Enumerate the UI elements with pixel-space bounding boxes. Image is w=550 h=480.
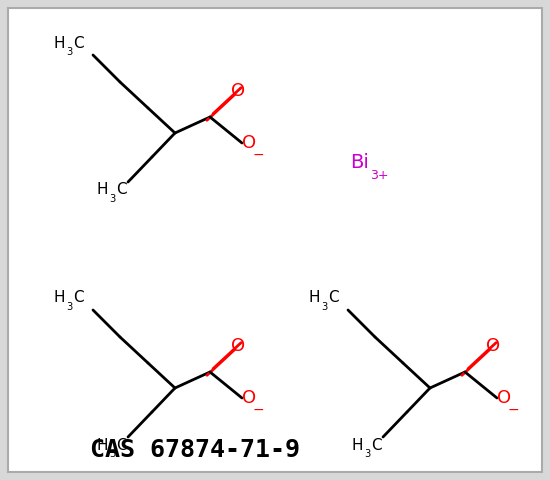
- Text: O: O: [231, 82, 245, 100]
- Text: 3: 3: [364, 449, 370, 459]
- Text: 3: 3: [109, 449, 116, 459]
- Text: H: H: [96, 437, 108, 453]
- Text: O: O: [242, 389, 256, 407]
- Text: 3: 3: [109, 194, 116, 204]
- Text: 3: 3: [66, 47, 72, 57]
- Text: −: −: [253, 403, 265, 417]
- Text: H: H: [96, 182, 108, 197]
- Text: O: O: [486, 337, 500, 355]
- Text: O: O: [242, 134, 256, 152]
- Text: C: C: [328, 290, 339, 305]
- Text: −: −: [253, 148, 265, 162]
- Text: H: H: [53, 36, 65, 50]
- Text: H: H: [351, 437, 363, 453]
- Text: O: O: [231, 337, 245, 355]
- Text: C: C: [371, 437, 382, 453]
- Text: CAS 67874-71-9: CAS 67874-71-9: [90, 438, 300, 462]
- Text: C: C: [116, 437, 126, 453]
- Text: −: −: [508, 403, 520, 417]
- Text: H: H: [53, 290, 65, 305]
- Text: C: C: [73, 36, 84, 50]
- Text: C: C: [116, 182, 126, 197]
- FancyBboxPatch shape: [8, 8, 542, 472]
- Text: 3: 3: [66, 302, 72, 312]
- Text: 3: 3: [321, 302, 327, 312]
- Text: O: O: [497, 389, 511, 407]
- Text: C: C: [73, 290, 84, 305]
- Text: H: H: [309, 290, 320, 305]
- Text: 3+: 3+: [370, 169, 388, 182]
- Text: Bi: Bi: [350, 154, 369, 172]
